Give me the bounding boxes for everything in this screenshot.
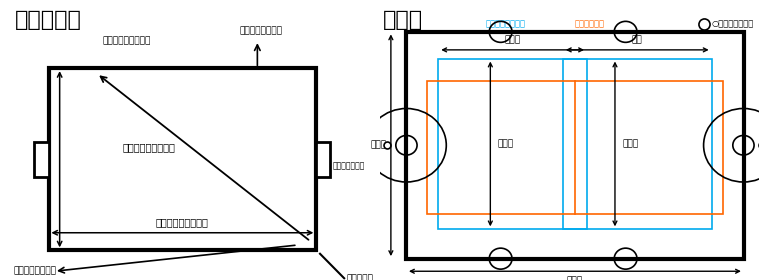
Text: センター方向７４Ｍ: センター方向７４Ｍ (102, 36, 151, 45)
Text: ゴールライン５１Ｍ: ゴールライン５１Ｍ (123, 142, 176, 152)
Text: レフト方向５５Ｍ: レフト方向５５Ｍ (13, 267, 56, 276)
Text: タッチライン８１Ｍ: タッチライン８１Ｍ (156, 218, 209, 227)
Text: １４Ｍ: １４Ｍ (498, 139, 514, 148)
Bar (49, 68, 317, 250)
Text: 小学生用ゴール: 小学生用ゴール (332, 162, 364, 171)
Bar (317, 142, 330, 177)
Text: バスケットコート: バスケットコート (486, 19, 526, 28)
Text: ２６Ｍ: ２６Ｍ (567, 277, 583, 280)
Bar (34, 142, 49, 177)
Bar (406, 32, 744, 259)
Text: ライト方向５８Ｍ: ライト方向５８Ｍ (240, 26, 282, 35)
Text: 防球ネット: 防球ネット (346, 275, 373, 280)
Text: バレーコート: バレーコート (575, 19, 605, 28)
Bar (439, 59, 587, 229)
Bar (563, 59, 712, 229)
Text: ９Ｍ: ９Ｍ (632, 36, 643, 45)
Bar (427, 81, 723, 213)
Text: ○：バスケゴール: ○：バスケゴール (712, 19, 754, 28)
Text: １８Ｍ: １８Ｍ (622, 139, 638, 148)
Text: グラウンド: グラウンド (15, 10, 82, 31)
Text: ２５Ｍ: ２５Ｍ (505, 36, 521, 45)
Text: 体育室: 体育室 (383, 10, 424, 31)
Text: ２１Ｍ: ２１Ｍ (371, 141, 387, 150)
